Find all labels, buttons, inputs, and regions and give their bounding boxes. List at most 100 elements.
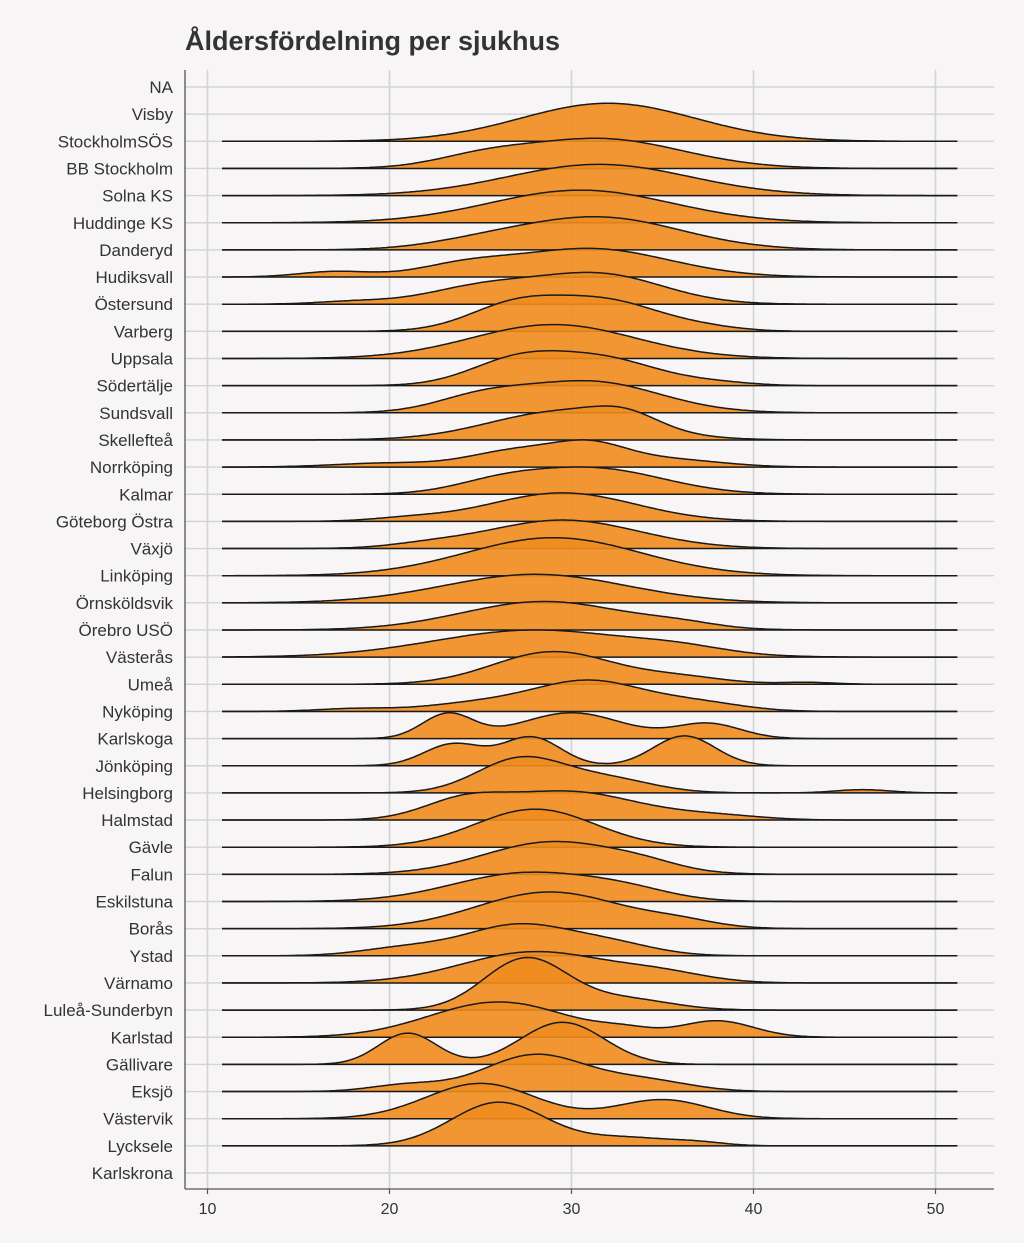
ridge-Värnamo bbox=[222, 950, 958, 984]
y-tick-label: StockholmSÖS bbox=[58, 132, 173, 151]
x-tick-label: 20 bbox=[381, 1201, 399, 1218]
ridge-fill bbox=[222, 680, 958, 712]
ridge-fill bbox=[222, 957, 958, 1011]
ridge-fill bbox=[222, 923, 958, 956]
ridge-Luleå-Sunderbyn bbox=[222, 956, 958, 1011]
ridge-fill bbox=[222, 1083, 958, 1119]
y-tick-label: Södertälje bbox=[96, 377, 173, 396]
ridge-fill bbox=[222, 841, 958, 875]
y-tick-label: Visby bbox=[132, 105, 174, 124]
y-tick-label: Linköping bbox=[100, 567, 173, 586]
y-tick-label: Östersund bbox=[95, 295, 173, 314]
y-tick-label: Luleå-Sunderbyn bbox=[44, 1001, 173, 1020]
y-tick-label: Eksjö bbox=[131, 1083, 173, 1102]
y-tick-label: Halmstad bbox=[101, 811, 173, 830]
y-tick-label: NA bbox=[149, 78, 173, 97]
y-tick-label: Helsingborg bbox=[82, 784, 173, 803]
y-tick-label: Danderyd bbox=[99, 241, 173, 260]
ridge-fill bbox=[222, 951, 958, 983]
ridges bbox=[222, 102, 958, 1147]
ridge-Falun bbox=[222, 840, 958, 876]
ridge-fill bbox=[222, 190, 958, 223]
ridge-fill bbox=[222, 1102, 958, 1146]
ridge-fill bbox=[222, 248, 958, 278]
y-tick-label: Sundsvall bbox=[99, 404, 173, 423]
ridge-Jönköping bbox=[222, 735, 958, 767]
y-tick-label: Växjö bbox=[130, 540, 173, 559]
y-tick-label: Västervik bbox=[103, 1110, 173, 1129]
y-axis-labels: NA Visby StockholmSÖS BB Stockholm Solna KS H… bbox=[44, 78, 174, 1183]
y-tick-label: BB Stockholm bbox=[66, 159, 173, 178]
ridge-fill bbox=[222, 537, 958, 576]
ridge-Lycksele bbox=[222, 1101, 958, 1147]
y-tick-label: Lycksele bbox=[107, 1137, 173, 1156]
y-tick-label: Uppsala bbox=[111, 350, 174, 369]
ridge-fill bbox=[222, 103, 958, 142]
ridge-fill bbox=[222, 601, 958, 630]
ridge-Eksjö bbox=[222, 1053, 958, 1093]
ridge-fill bbox=[222, 324, 958, 359]
y-tick-label: Örnsköldsvik bbox=[76, 594, 174, 613]
ridge-fill bbox=[222, 492, 958, 522]
ridge-fill bbox=[222, 380, 958, 413]
y-tick-label: Norrköping bbox=[90, 458, 173, 477]
ridge-fill bbox=[222, 439, 958, 468]
ridge-Örnsköldsvik bbox=[222, 573, 958, 604]
ridge-fill bbox=[222, 872, 958, 902]
y-tick-label: Karlskrona bbox=[92, 1164, 174, 1183]
y-tick-label: Solna KS bbox=[102, 187, 173, 206]
y-tick-label: Gällivare bbox=[106, 1055, 173, 1074]
ridge-fill bbox=[222, 809, 958, 848]
ridge-Örebro USÖ bbox=[222, 600, 958, 631]
ridge-fill bbox=[222, 756, 958, 793]
y-tick-label: Skellefteå bbox=[98, 431, 173, 450]
ridge-fill bbox=[222, 1002, 958, 1038]
ridge-Karlskoga bbox=[222, 712, 958, 740]
y-tick-label: Karlskoga bbox=[97, 730, 173, 749]
ridge-fill bbox=[222, 216, 958, 250]
ridge-fill bbox=[222, 1054, 958, 1092]
y-tick-label: Ystad bbox=[130, 947, 173, 966]
ridge-Ystad bbox=[222, 922, 958, 957]
y-tick-label: Värnamo bbox=[104, 974, 173, 993]
x-tick-label: 50 bbox=[927, 1201, 945, 1218]
y-tick-label: Borås bbox=[129, 920, 173, 939]
y-tick-label: Eskilstuna bbox=[96, 893, 174, 912]
ridge-Halmstad bbox=[222, 790, 958, 821]
ridge-fill bbox=[222, 406, 958, 440]
ridge-fill bbox=[222, 138, 958, 169]
ridge-fill bbox=[222, 272, 958, 305]
ridge-fill bbox=[222, 467, 958, 495]
x-axis-ticks: 10 20 30 40 50 bbox=[199, 1189, 945, 1218]
ridge-fill bbox=[222, 350, 958, 386]
y-tick-label: Karlstad bbox=[111, 1028, 173, 1047]
ridge-fill bbox=[222, 1022, 958, 1065]
y-tick-label: Hudiksvall bbox=[96, 268, 173, 287]
y-tick-label: Göteborg Östra bbox=[56, 512, 174, 531]
x-tick-label: 10 bbox=[199, 1201, 217, 1218]
ridge-fill bbox=[222, 520, 958, 549]
y-tick-label: Huddinge KS bbox=[73, 214, 173, 233]
y-tick-label: Umeå bbox=[128, 675, 174, 694]
ridge-fill bbox=[222, 574, 958, 603]
y-tick-label: Gävle bbox=[129, 838, 173, 857]
y-tick-label: Varberg bbox=[114, 322, 173, 341]
y-tick-label: Jönköping bbox=[95, 757, 173, 776]
ridge-Borås bbox=[222, 891, 958, 930]
ridge-Gällivare bbox=[222, 1021, 958, 1066]
ridge-fill bbox=[222, 295, 958, 332]
ridge-fill bbox=[222, 651, 958, 685]
ridge-fill bbox=[222, 164, 958, 196]
ridge-Linköping bbox=[222, 536, 958, 577]
y-tick-label: Västerås bbox=[106, 648, 173, 667]
chart-title: Åldersfördelning per sjukhus bbox=[185, 25, 560, 56]
y-tick-label: Örebro USÖ bbox=[79, 621, 173, 640]
x-tick-label: 40 bbox=[745, 1201, 763, 1218]
x-tick-label: 30 bbox=[563, 1201, 581, 1218]
ridge-fill bbox=[222, 892, 958, 929]
ridge-fill bbox=[222, 630, 958, 658]
y-tick-label: Kalmar bbox=[119, 485, 173, 504]
ridge-Nyköping bbox=[222, 679, 958, 713]
y-tick-label: Nyköping bbox=[102, 702, 173, 721]
